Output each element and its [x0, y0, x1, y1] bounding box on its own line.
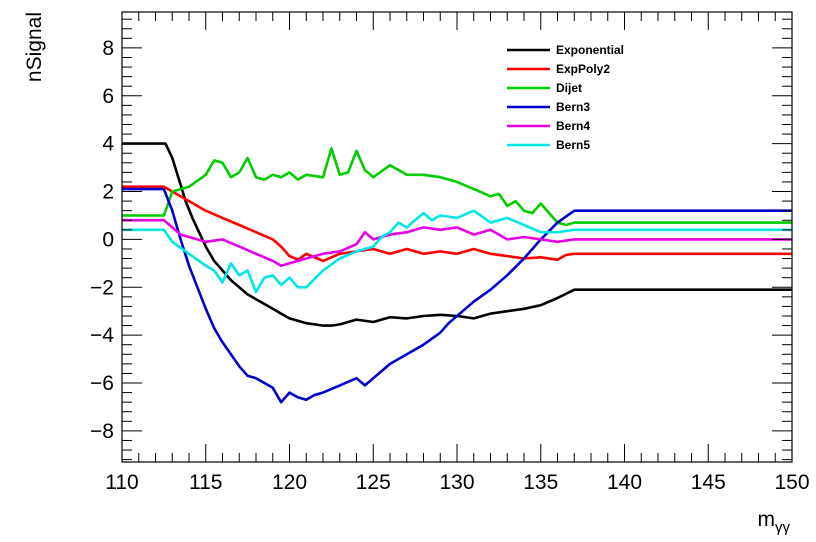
series-line-dijet [122, 147, 792, 227]
x-tick-label: 130 [439, 471, 474, 494]
series-line-bern4 [122, 218, 792, 268]
x-tick-label: 120 [272, 471, 307, 494]
y-tick-label: 0 [102, 228, 114, 251]
y-axis-title: nSignal [23, 12, 46, 82]
x-axis-title: mγγ [758, 508, 791, 536]
legend-label-dijet: Dijet [556, 81, 582, 95]
x-tick-label: 150 [774, 471, 809, 494]
ticks-layer [121, 12, 793, 462]
x-tick-label: 115 [189, 471, 222, 494]
x-tick-label: 125 [356, 471, 391, 494]
legend-label-bern4: Bern4 [556, 119, 590, 133]
series-layer [122, 142, 792, 404]
legend-label-bern5: Bern5 [556, 138, 590, 152]
x-tick-label: 135 [523, 471, 558, 494]
legend-label-exppoly2: ExpPoly2 [556, 62, 610, 76]
x-tick-label: 145 [691, 471, 726, 494]
tick-labels-layer: 110 115 120 125 130 135 140 145 150 −8 −6 −4 −2 0 2 4 6 8 [90, 37, 809, 494]
series-line-exponential [122, 142, 792, 327]
legend: Exponential ExpPoly2 Dijet Bern3 Bern4 Bern5 [507, 43, 624, 152]
series-line-bern3 [122, 187, 792, 404]
y-tick-label: 8 [102, 37, 114, 60]
y-tick-label: 6 [102, 85, 114, 108]
y-tick-label: 2 [102, 181, 114, 204]
series-line-bern5 [122, 209, 792, 294]
x-axis-title-main: m [758, 508, 776, 531]
y-tick-label: −6 [90, 372, 114, 395]
y-tick-label: −2 [90, 276, 114, 299]
x-tick-label: 140 [607, 471, 642, 494]
y-tick-label: −8 [90, 420, 114, 443]
legend-label-bern3: Bern3 [556, 100, 590, 114]
y-tick-label: 4 [102, 133, 114, 156]
x-axis-title-subscript: γγ [775, 519, 791, 536]
x-tick-label: 110 [105, 471, 138, 494]
y-tick-label: −4 [90, 324, 114, 347]
legend-label-exponential: Exponential [556, 43, 624, 57]
